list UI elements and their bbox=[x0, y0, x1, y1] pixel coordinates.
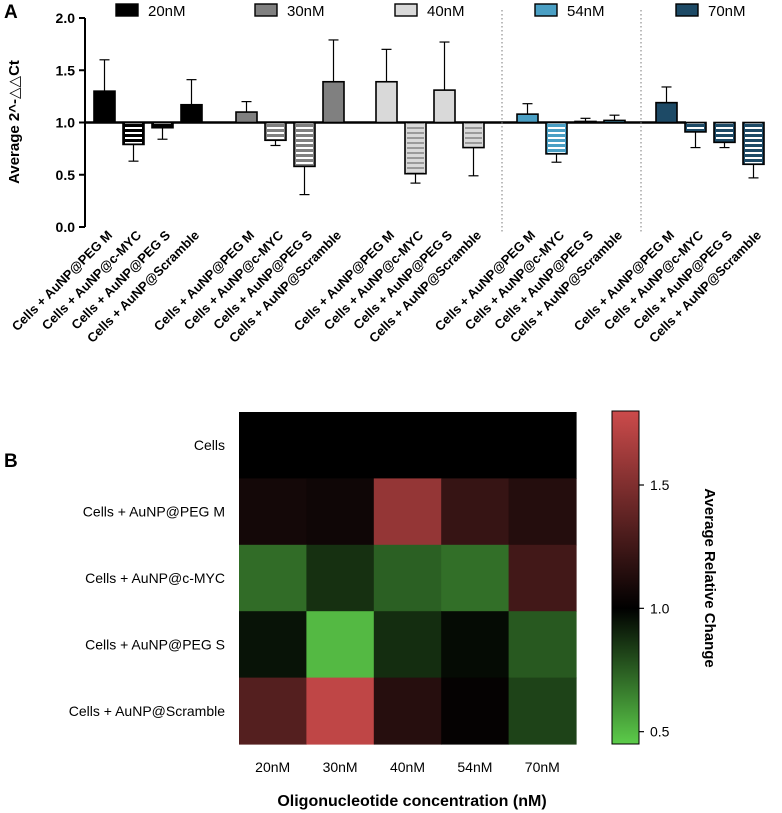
heatmap-cell bbox=[441, 544, 510, 612]
y-axis-label: Average 2^-△△Ct bbox=[6, 60, 23, 184]
heatmap-cell bbox=[306, 412, 375, 479]
column-label: 54nM bbox=[457, 759, 492, 775]
column-labels: 20nM 30nM 40nM 54nM 70nM bbox=[255, 759, 560, 775]
heatmap-cell bbox=[373, 478, 442, 546]
row-label: Cells + AuNP@c-MYC bbox=[85, 570, 225, 586]
heatmap-cell bbox=[508, 412, 577, 479]
bar bbox=[93, 90, 116, 124]
row-label: Cells + AuNP@PEG M bbox=[83, 504, 225, 520]
bar bbox=[574, 120, 597, 124]
bar-chart: 20nM 30nM 40nM 54nM 70nM 0.0 0.5 1.0 1.5 2.0 Ave… bbox=[6, 3, 765, 346]
bar-hatching bbox=[154, 123, 171, 127]
y-tick-label: 2.0 bbox=[56, 10, 76, 26]
bar-hatching bbox=[125, 123, 142, 144]
legend-label: 40nM bbox=[427, 3, 465, 20]
heatmap-cell bbox=[508, 611, 577, 679]
heatmap-cell bbox=[508, 544, 577, 612]
heatmap-cell bbox=[508, 478, 577, 546]
colorbar-tick-label: 1.0 bbox=[650, 600, 670, 616]
heatmap-cell bbox=[441, 478, 510, 546]
column-label: 70nM bbox=[525, 759, 560, 775]
colorbar-gradient bbox=[611, 410, 640, 745]
legend-label: 20nM bbox=[148, 3, 186, 20]
colorbar-label: Average Relative Change bbox=[701, 488, 718, 668]
bar bbox=[603, 119, 626, 124]
panel-label-b: B bbox=[4, 451, 18, 472]
heatmap-cell bbox=[306, 611, 375, 679]
bar bbox=[180, 103, 203, 124]
legend-swatch bbox=[394, 3, 418, 17]
heatmap-cell bbox=[373, 544, 442, 612]
y-tick-label: 0.0 bbox=[56, 219, 76, 235]
y-tick-label: 0.5 bbox=[56, 167, 76, 183]
bar bbox=[235, 111, 258, 124]
legend-label: 30nM bbox=[287, 3, 325, 20]
legend-swatch bbox=[534, 3, 558, 17]
legend-swatch bbox=[254, 3, 278, 17]
heatmap: Cells Cells + AuNP@PEG M Cells + AuNP@c-MY… bbox=[69, 410, 718, 810]
row-label: Cells + AuNP@Scramble bbox=[69, 703, 225, 719]
bar bbox=[375, 80, 398, 124]
bars bbox=[93, 39, 765, 196]
bar bbox=[655, 101, 678, 124]
bar-hatching bbox=[687, 123, 704, 131]
legend-swatch bbox=[115, 3, 139, 17]
bar-hatching bbox=[465, 123, 482, 147]
colorbar-tick-label: 0.5 bbox=[650, 724, 670, 740]
heatmap-cell bbox=[306, 677, 375, 745]
heatmap-cell bbox=[239, 478, 307, 546]
heatmap-cell bbox=[239, 677, 307, 745]
heatmap-cell bbox=[373, 677, 442, 745]
bar bbox=[433, 89, 456, 124]
y-tick-label: 1.5 bbox=[56, 62, 76, 78]
legend: 20nM 30nM 40nM 54nM 70nM bbox=[115, 3, 746, 20]
legend-swatch bbox=[675, 3, 699, 17]
column-label: 30nM bbox=[323, 759, 358, 775]
bar bbox=[516, 113, 539, 124]
colorbar: 0.5 1.0 1.5 bbox=[611, 410, 670, 745]
legend-label: 70nM bbox=[708, 3, 746, 20]
heatmap-cell bbox=[239, 544, 307, 612]
heatmap-cell bbox=[306, 544, 375, 612]
bar-hatching bbox=[267, 123, 284, 140]
column-label: 40nM bbox=[390, 759, 425, 775]
colorbar-tick-label: 1.5 bbox=[650, 477, 670, 493]
bar-hatching bbox=[716, 123, 733, 142]
heatmap-cell bbox=[508, 677, 577, 745]
bar-hatching bbox=[745, 123, 762, 164]
heatmap-cell bbox=[306, 478, 375, 546]
heatmap-cell bbox=[239, 611, 307, 679]
panel-label-a: A bbox=[4, 2, 18, 23]
heatmap-cell bbox=[373, 412, 442, 479]
row-label: Cells bbox=[194, 437, 225, 453]
legend-label: 54nM bbox=[567, 3, 605, 20]
y-tick-label: 1.0 bbox=[56, 115, 76, 131]
column-label: 20nM bbox=[255, 759, 290, 775]
heatmap-cell bbox=[373, 611, 442, 679]
bar-hatching bbox=[296, 123, 313, 166]
bar-hatching bbox=[548, 123, 565, 153]
bar-hatching bbox=[407, 123, 424, 173]
heatmap-cells bbox=[239, 412, 577, 745]
heatmap-cell bbox=[441, 412, 510, 479]
heatmap-x-axis-label: Oligonucleotide concentration (nM) bbox=[277, 793, 546, 810]
bar bbox=[322, 80, 345, 124]
row-labels: Cells Cells + AuNP@PEG M Cells + AuNP@c-MY… bbox=[69, 437, 225, 719]
row-label: Cells + AuNP@PEG S bbox=[85, 636, 225, 652]
heatmap-cell bbox=[239, 412, 307, 479]
heatmap-cell bbox=[441, 611, 510, 679]
heatmap-cell bbox=[441, 677, 510, 745]
